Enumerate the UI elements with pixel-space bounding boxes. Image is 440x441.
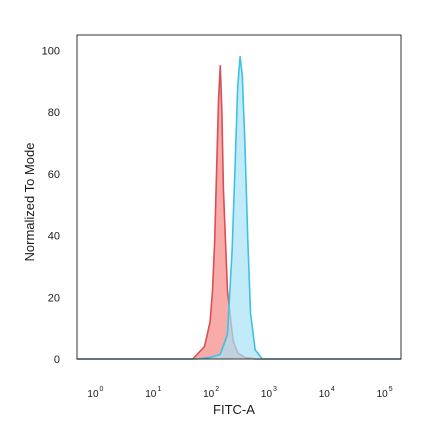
x-tick-exponent: 0 [100, 386, 104, 393]
x-tick-exponent: 3 [273, 386, 277, 393]
plot-frame [76, 34, 402, 360]
x-tick-base: 10 [87, 389, 99, 400]
y-axis-title: Normalized To Mode [22, 143, 37, 262]
x-tick-label: 100 [87, 386, 103, 400]
x-tick-base: 10 [319, 389, 331, 400]
x-tick-label: 103 [261, 386, 277, 400]
x-axis-title: FITC-A [213, 402, 255, 417]
y-tick-label: 100 [42, 45, 60, 57]
series-2-area [77, 56, 401, 359]
x-tick-label: 102 [203, 386, 219, 400]
x-tick-label: 101 [145, 386, 161, 400]
x-tick-base: 10 [203, 389, 215, 400]
x-tick-base: 10 [145, 389, 157, 400]
series-2-line [77, 55, 401, 360]
y-tick-label: 20 [48, 292, 60, 304]
x-tick-exponent: 1 [157, 386, 161, 393]
x-tick-exponent: 2 [215, 386, 219, 393]
x-tick-label: 105 [377, 386, 393, 400]
x-tick-exponent: 5 [389, 386, 393, 393]
y-axis-ticks: 0 20 40 60 80 100 [42, 45, 60, 366]
histogram-series [77, 55, 401, 360]
x-tick-base: 10 [261, 389, 273, 400]
x-tick-label: 104 [319, 386, 335, 400]
x-tick-base: 10 [377, 389, 389, 400]
y-tick-label: 40 [48, 231, 60, 243]
y-tick-label: 0 [54, 354, 60, 366]
x-tick-exponent: 4 [331, 386, 335, 393]
x-axis-ticks: 100 101 102 103 104 105 [87, 386, 392, 400]
y-tick-label: 80 [48, 107, 60, 119]
y-tick-label: 60 [48, 169, 60, 181]
